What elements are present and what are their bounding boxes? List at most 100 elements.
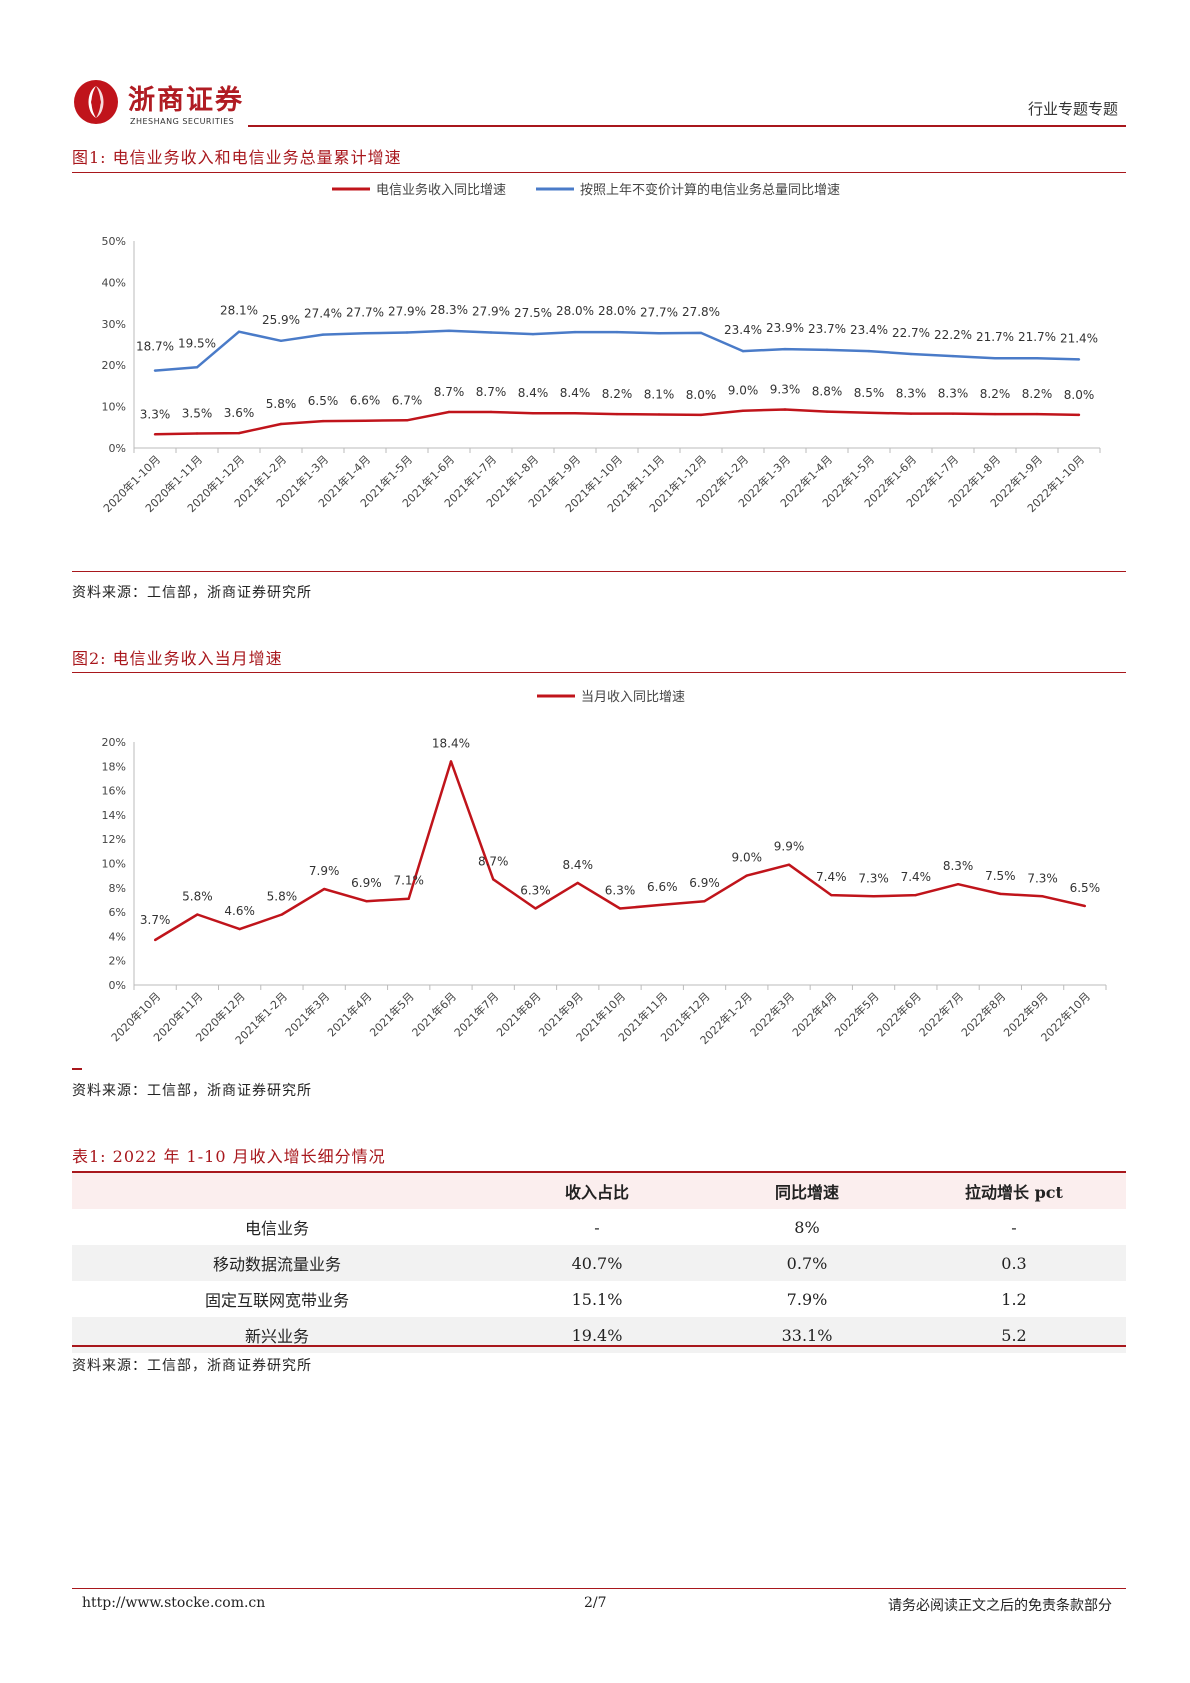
figure2-title: 图2: 电信业务收入当月增速 <box>72 649 283 668</box>
table-cell: 0.7% <box>712 1245 902 1281</box>
data-label: 8.4% <box>560 386 591 400</box>
data-point <box>238 927 241 931</box>
data-point <box>1035 356 1039 360</box>
data-point <box>1083 904 1087 908</box>
data-point <box>196 913 199 916</box>
x-tick-label: 2022年6月 <box>874 989 924 1039</box>
footer-page-number: 2/7 <box>584 1595 607 1611</box>
data-point <box>615 412 619 416</box>
data-point <box>661 903 664 907</box>
footer-url[interactable]: http://www.stocke.com.cn <box>82 1595 266 1611</box>
data-label: 27.4% <box>304 307 342 321</box>
data-point <box>363 332 367 335</box>
table1-header-growth: 同比增速 <box>712 1173 902 1209</box>
data-point <box>783 408 787 411</box>
figure1-title: 图1: 电信业务收入和电信业务总量累计增速 <box>72 148 402 167</box>
table-cell: - <box>594 1217 600 1237</box>
table-row: 电信业务 - 8% - <box>72 1209 1126 1245</box>
data-point <box>951 412 955 415</box>
table-cell: 15.1% <box>571 1289 623 1309</box>
data-point <box>531 412 535 415</box>
x-tick-label: 2021年4月 <box>324 989 374 1039</box>
data-point <box>153 433 157 436</box>
data-point <box>534 907 537 910</box>
data-point <box>279 422 283 426</box>
data-point <box>825 348 829 352</box>
data-label: 7.3% <box>1027 871 1058 885</box>
figure1-source: 资料来源：工信部，浙商证券研究所 <box>72 585 312 601</box>
data-point <box>489 331 493 334</box>
data-point <box>615 330 619 334</box>
data-point <box>279 339 283 342</box>
data-point <box>909 412 913 415</box>
y-tick-label: 16% <box>102 785 126 798</box>
data-label: 8.4% <box>518 386 549 400</box>
y-tick-label: 20% <box>102 359 126 372</box>
doc-type: 行业专题专题 <box>1027 100 1118 118</box>
data-label: 9.3% <box>770 382 801 396</box>
y-tick-label: 50% <box>102 235 126 248</box>
y-tick-label: 10% <box>102 858 126 871</box>
data-point <box>993 356 997 360</box>
data-point <box>783 347 787 351</box>
data-label: 27.7% <box>346 305 384 319</box>
data-label: 19.5% <box>178 336 216 350</box>
table1-header-blank <box>72 1173 482 1209</box>
header-rule <box>248 125 1126 127</box>
data-label: 7.1% <box>393 874 424 888</box>
data-label: 28.0% <box>598 304 636 318</box>
data-point <box>573 330 577 334</box>
x-tick-label: 2021年8月 <box>493 989 543 1039</box>
data-label: 3.6% <box>224 406 255 420</box>
data-point <box>699 413 703 417</box>
y-tick-label: 4% <box>109 930 126 943</box>
x-tick-label: 2022年4月 <box>789 989 839 1039</box>
data-label: 6.9% <box>351 876 382 890</box>
data-label: 22.2% <box>934 328 972 342</box>
table-cell: 新兴业务 <box>72 1317 482 1353</box>
data-label: 28.1% <box>220 304 258 318</box>
figure2-stub-rule <box>72 1068 82 1070</box>
data-label: 7.9% <box>309 864 340 878</box>
footer-rule <box>72 1588 1126 1589</box>
table1: 收入占比 同比增速 拉动增长 pct 电信业务 - 8% - 移动数据流量业务 … <box>72 1173 1126 1353</box>
data-label: 9.0% <box>732 851 763 865</box>
data-point <box>531 332 535 336</box>
company-logo <box>72 78 120 126</box>
data-point <box>699 331 703 335</box>
y-tick-label: 30% <box>102 318 126 331</box>
data-label: 6.9% <box>689 876 720 890</box>
data-point <box>787 863 791 866</box>
data-point <box>280 913 284 916</box>
data-point <box>867 411 871 415</box>
data-label: 27.9% <box>472 304 510 318</box>
footer-disclaimer: 请务必阅读正文之后的免责条款部分 <box>888 1598 1112 1614</box>
data-point <box>993 412 997 416</box>
data-point <box>1035 412 1039 416</box>
data-point <box>825 410 829 413</box>
data-point <box>951 354 955 358</box>
data-label: 8.0% <box>686 388 717 402</box>
data-point <box>872 895 875 898</box>
figure2-top-rule <box>72 672 1126 673</box>
y-tick-label: 0% <box>109 979 126 992</box>
data-label: 6.7% <box>392 393 423 407</box>
data-point <box>447 329 451 333</box>
table1-bottom-rule <box>72 1345 1126 1347</box>
data-label: 8.2% <box>602 387 633 401</box>
table-cell: 固定互联网宽带业务 <box>204 1291 349 1310</box>
table-cell: 0.3 <box>902 1245 1126 1281</box>
data-label: 8.7% <box>478 854 509 868</box>
data-label: 8.1% <box>644 387 675 401</box>
data-label: 8.7% <box>476 385 507 399</box>
data-point <box>195 432 199 435</box>
data-label: 21.4% <box>1060 331 1098 345</box>
table-cell: 19.4% <box>482 1317 712 1353</box>
data-point <box>741 349 745 353</box>
table-cell: 电信业务 <box>244 1219 309 1238</box>
table-cell: - <box>1011 1217 1017 1237</box>
data-label: 18.7% <box>136 340 174 354</box>
table-row: 新兴业务 19.4% 33.1% 5.2 <box>72 1317 1126 1353</box>
data-point <box>745 874 748 877</box>
x-tick-label: 2021年7月 <box>451 989 501 1039</box>
